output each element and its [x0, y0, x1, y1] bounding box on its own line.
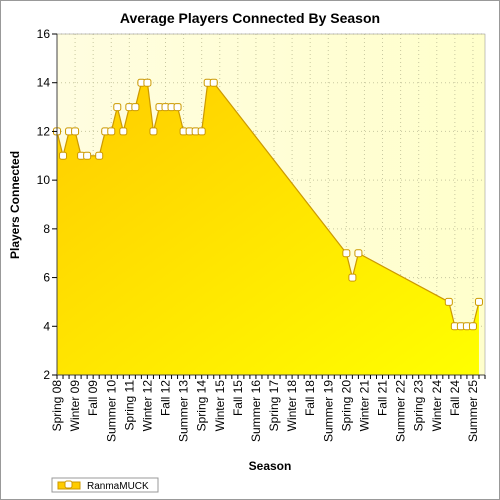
series-line-segment	[176, 106, 185, 132]
y-tick-label: 4	[43, 319, 50, 333]
series-line-segment	[351, 253, 359, 278]
data-point	[143, 78, 152, 87]
series-line-segment	[116, 106, 124, 132]
plot-border	[56, 33, 486, 376]
y-tick-label: 10	[37, 173, 51, 187]
series-line-segment	[56, 131, 64, 156]
data-point	[444, 297, 453, 306]
y-tick-label: 2	[43, 368, 50, 382]
data-point	[173, 103, 182, 112]
data-point	[474, 297, 483, 306]
series-line-segment	[448, 301, 456, 327]
x-tick-label: Winter 21	[357, 380, 371, 432]
x-tick-label: Fall 09	[86, 380, 100, 416]
x-axis-title: Season	[249, 459, 292, 473]
x-tick-label: Fall 12	[159, 380, 173, 416]
data-point	[59, 151, 68, 160]
series-line-segment	[345, 253, 353, 278]
series-line-segment	[74, 131, 82, 156]
x-tick-label: Summer 25	[466, 380, 480, 442]
data-point	[342, 249, 351, 258]
series-area	[57, 82, 479, 375]
x-tick-label: Summer 13	[177, 380, 191, 442]
series-line-segment	[213, 82, 347, 254]
y-tick-label: 12	[37, 124, 51, 138]
data-point	[354, 249, 363, 258]
y-tick-labels: 2 4 6 8 10 12 14 16	[37, 27, 51, 382]
series-line-segment	[122, 106, 130, 132]
data-point	[131, 103, 140, 112]
x-tick-label: Winter 18	[285, 380, 299, 432]
y-axis-title: Players Connected	[8, 151, 22, 259]
x-tick-label: Summer 19	[321, 380, 335, 442]
x-tick-label: Spring 11	[122, 380, 136, 431]
x-tick-label: Winter 12	[140, 380, 154, 432]
x-tick-label: Fall 15	[231, 380, 245, 416]
data-point	[149, 127, 158, 136]
legend-label: RanmaMUCK	[87, 481, 149, 492]
y-tick-label: 14	[37, 76, 51, 90]
x-tick-labels: Spring 08 Winter 09 Fall 09 Summer 10 Spring…	[50, 380, 480, 442]
series-line-segment	[98, 131, 106, 156]
x-tick-label: Spring 08	[50, 380, 64, 432]
series-line-segment	[146, 82, 155, 132]
x-tick-label: Summer 10	[104, 380, 118, 442]
series-line-segment	[110, 106, 118, 132]
x-tick-label: Summer 22	[394, 380, 408, 442]
x-tick-label: Winter 15	[213, 380, 227, 432]
x-tick-label: Spring 23	[412, 380, 426, 432]
series-line-segment	[62, 131, 70, 156]
x-tick-label: Winter 24	[430, 380, 444, 432]
data-point	[119, 127, 128, 136]
series-line-segment	[201, 82, 209, 132]
y-tick-label: 8	[43, 222, 50, 236]
data-point	[83, 151, 92, 160]
legend-marker-icon	[64, 480, 73, 489]
legend: RanmaMUCK	[51, 477, 159, 493]
y-tick-label: 16	[37, 27, 51, 41]
series-line-segment	[134, 82, 142, 108]
data-point	[95, 151, 104, 160]
data-point	[113, 103, 122, 112]
x-tick-label: Winter 09	[68, 380, 82, 432]
series-line-segment	[152, 106, 161, 132]
data-point	[209, 78, 218, 87]
series-line-segment	[358, 252, 450, 303]
data-point	[348, 273, 357, 282]
series-markers	[53, 78, 483, 331]
x-tick-label: Spring 14	[195, 380, 209, 432]
x-tick-label: Spring 20	[339, 380, 353, 432]
data-point	[468, 322, 477, 331]
axes	[52, 33, 486, 379]
x-tick-label: Summer 16	[249, 380, 263, 442]
y-tick-label: 6	[43, 271, 50, 285]
x-tick-label: Fall 18	[303, 380, 317, 416]
data-point	[71, 127, 80, 136]
chart-title: Average Players Connected By Season	[120, 10, 380, 26]
x-tick-label: Fall 21	[376, 380, 390, 416]
x-tick-label: Spring 17	[267, 380, 281, 432]
data-point	[107, 127, 116, 136]
x-tick-label: Fall 24	[448, 380, 462, 416]
data-point	[197, 127, 206, 136]
series-line-segment	[472, 301, 480, 327]
